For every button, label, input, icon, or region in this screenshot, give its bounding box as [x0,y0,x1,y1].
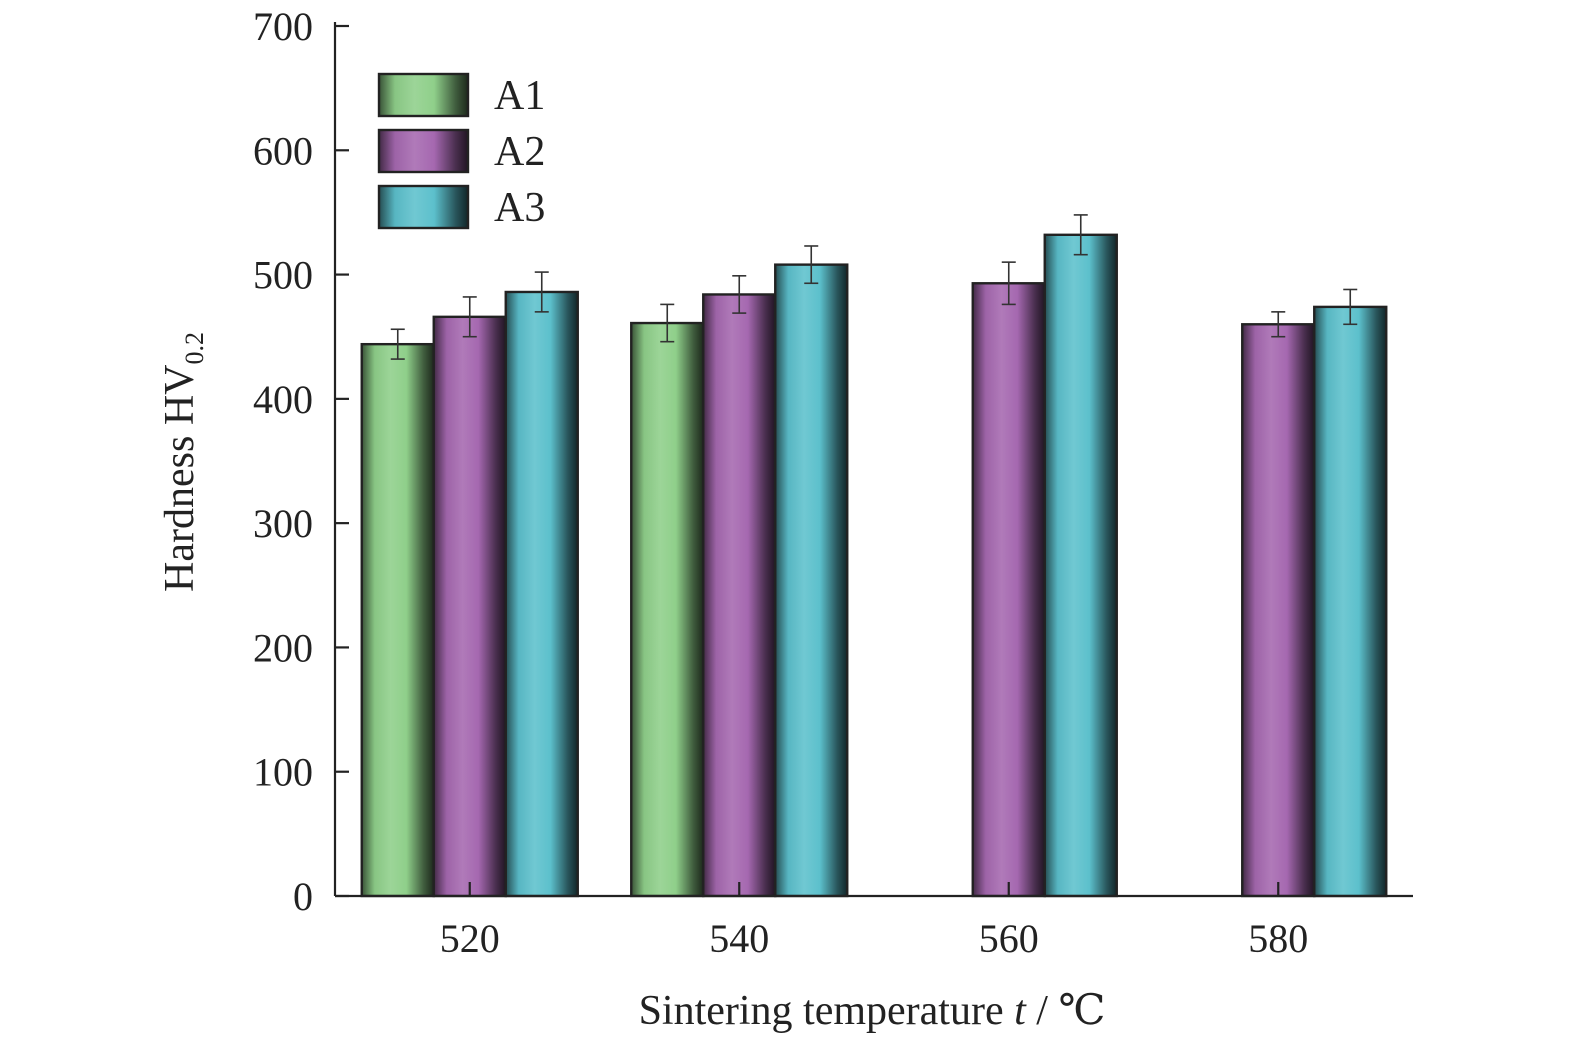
y-tick-label-300: 300 [253,501,313,546]
bar-A2-520 [432,315,507,898]
error-bar-A2-560 [1001,261,1016,306]
error-bars [390,214,1358,360]
bar-A1-540 [630,321,705,898]
error-bar-A3-520 [534,271,549,313]
bar-A1-520 [360,342,435,898]
x-axis-title: Sintering temperature t / ℃ [639,988,1106,1034]
legend-item-A1: A1 [377,72,545,119]
error-bar-A2-540 [732,275,747,314]
bar-A3-580 [1313,305,1388,898]
legend-label-A2: A2 [494,129,545,175]
x-tick-label-580: 580 [1248,916,1308,961]
bars [360,233,1388,898]
y-axis-title: Hardness HV0.2 [157,332,209,592]
bar-A2-560 [971,282,1046,898]
y-tick-label-400: 400 [253,377,313,422]
error-bar-A1-540 [660,303,675,343]
y-tick-label-600: 600 [253,128,313,173]
error-bar-A3-540 [804,245,819,285]
legend-swatch-A2 [379,130,468,172]
y-tick-label-700: 700 [253,4,313,49]
y-tick-label-100: 100 [253,750,313,795]
legend: A1 A2 A3 [377,72,545,231]
axes: 0 100 200 300 400 500 600 700 520 540 560 580 [253,4,1413,961]
y-tick-label-0: 0 [293,874,313,919]
legend-item-A2: A2 [377,128,545,175]
bar-A3-520 [504,290,579,898]
error-bar-A2-580 [1271,311,1286,338]
x-tick-label-560: 560 [979,916,1039,961]
bar-A2-540 [702,293,777,898]
error-bar-A3-560 [1073,214,1088,256]
bar-A2-580 [1241,323,1316,898]
error-bar-A1-520 [390,328,405,360]
bar-A3-560 [1043,233,1118,898]
x-tick-label-540: 540 [709,916,769,961]
error-bar-A2-520 [462,296,477,338]
bar-A3-540 [774,263,849,898]
y-tick-label-500: 500 [253,253,313,298]
legend-item-A3: A3 [377,184,545,231]
error-bar-A3-580 [1343,288,1358,326]
legend-label-A1: A1 [494,73,545,119]
legend-swatch-A3 [379,186,468,228]
legend-label-A3: A3 [494,185,545,231]
legend-swatch-A1 [379,74,468,116]
x-tick-label-520: 520 [440,916,500,961]
y-tick-label-200: 200 [253,625,313,670]
